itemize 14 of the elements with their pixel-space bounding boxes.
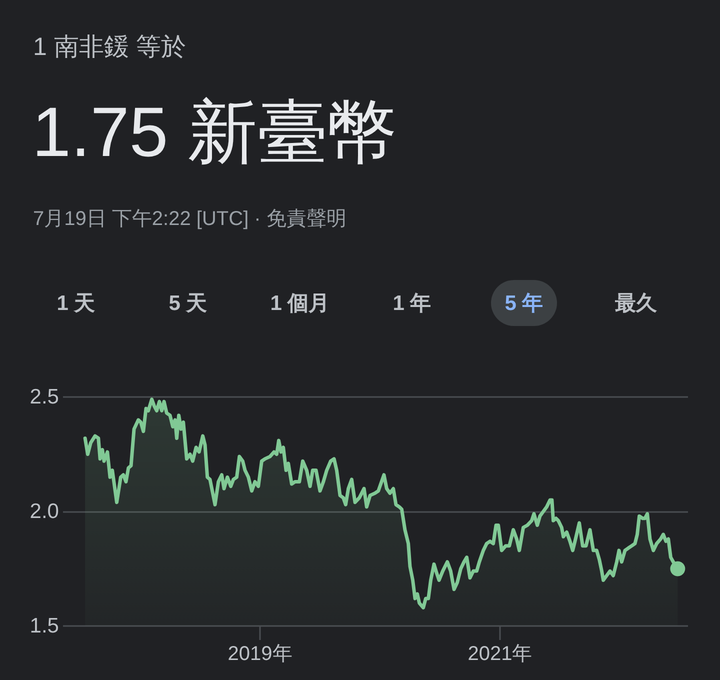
text: 1 年 — [378, 280, 446, 326]
x-tick-label: 2021年 — [468, 643, 532, 665]
text: 5 年 — [490, 280, 558, 326]
text: 1 個月 — [256, 280, 344, 326]
y-tick-label: 2.0 — [30, 500, 59, 523]
y-tick-label: 1.5 — [30, 614, 59, 638]
chart-title: 1.75 新臺幣 — [32, 92, 398, 173]
x-tick-label: 2019年 — [228, 643, 292, 665]
text: 1 天 — [42, 280, 110, 326]
text: 最久 — [601, 280, 671, 326]
y-tick-label: 2.5 — [30, 386, 59, 408]
chart-subtitle: 1 南非鍰 等於 — [33, 32, 186, 62]
text: 7月19日 下午2:22 [UTC] · 免責聲明 — [33, 207, 346, 232]
text: 5 天 — [154, 280, 222, 326]
